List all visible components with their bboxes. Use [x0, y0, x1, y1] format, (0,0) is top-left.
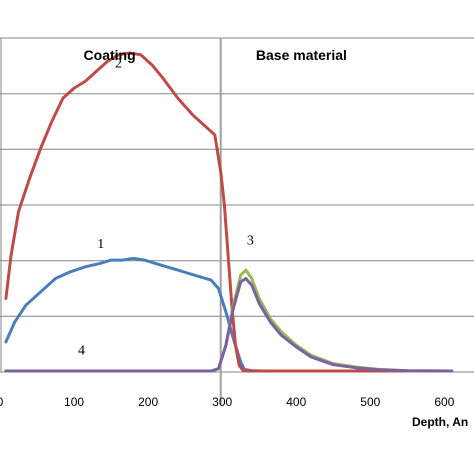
- x-tick-label: 400: [286, 395, 306, 409]
- x-axis-label: Depth, An: [412, 415, 468, 429]
- x-tick-label: 200: [138, 395, 158, 409]
- x-tick-label: 500: [360, 395, 380, 409]
- label-layer: Coating Base material 1 2 3 4: [78, 47, 347, 359]
- x-tick-label: 100: [64, 395, 84, 409]
- curve-label-2: 2: [115, 56, 122, 71]
- region-label: Coating: [84, 47, 136, 63]
- grid-layer: [0, 37, 474, 373]
- region-label: Base material: [256, 47, 347, 63]
- series-line-4: [4, 277, 454, 373]
- curve-label-3: 3: [247, 233, 254, 248]
- curve-label-4: 4: [78, 344, 85, 359]
- series-line-2: [4, 51, 454, 373]
- x-tick-label: 0: [0, 395, 4, 409]
- curve-label-1: 1: [97, 237, 104, 252]
- tick-layer: 0 100 200 300 400 500 600: [0, 395, 455, 409]
- series-layer: [4, 51, 454, 373]
- x-tick-label: 300: [212, 395, 232, 409]
- x-tick-label: 600: [434, 395, 454, 409]
